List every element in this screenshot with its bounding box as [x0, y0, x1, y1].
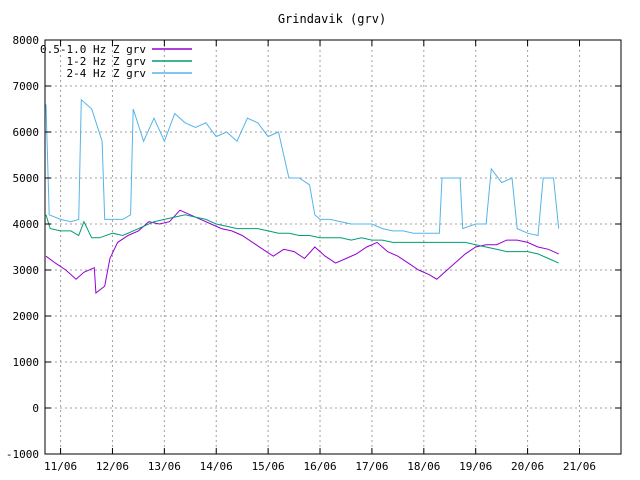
- x-tick-label: 19/06: [459, 460, 492, 473]
- tick-labels: -1000 0 1000 2000 3000 4000 5000 6000 7000 8000 11…: [6, 34, 621, 473]
- series-line-2: [45, 214, 559, 264]
- y-tick-label: 2000: [13, 310, 40, 323]
- legend-label-1: 0.5-1.0 Hz Z grv: [40, 43, 146, 56]
- x-tick-label: 17/06: [355, 460, 388, 473]
- x-tick-label: 21/06: [563, 460, 596, 473]
- y-tick-label: -1000: [6, 448, 39, 461]
- x-tick-label: 13/06: [148, 460, 181, 473]
- y-tick-label: 5000: [13, 172, 40, 185]
- x-tick-label: 20/06: [511, 460, 544, 473]
- y-tick-label: 1000: [13, 356, 40, 369]
- y-tick-label: 6000: [13, 126, 40, 139]
- y-tick-label: 3000: [13, 264, 40, 277]
- x-tick-label: 14/06: [200, 460, 233, 473]
- y-tick-label: 0: [32, 402, 39, 415]
- series-line-3: [45, 98, 560, 237]
- x-tick-label: 18/06: [407, 460, 440, 473]
- x-tick-label: 15/06: [252, 460, 285, 473]
- plot-frame: [44, 39, 622, 455]
- series-layer: [45, 98, 560, 294]
- grid: [45, 40, 621, 454]
- y-tick-label: 8000: [13, 34, 40, 47]
- y-tick-label: 7000: [13, 80, 40, 93]
- series-line-1: [45, 209, 559, 294]
- x-tick-label: 16/06: [303, 460, 336, 473]
- legend-label-2: 1-2 Hz Z grv: [67, 55, 147, 68]
- legend-label-3: 2-4 Hz Z grv: [67, 67, 147, 80]
- x-tick-label: 11/06: [44, 460, 77, 473]
- x-tick-label: 12/06: [96, 460, 129, 473]
- chart-title: Grindavik (grv): [278, 12, 386, 26]
- y-tick-label: 4000: [13, 218, 40, 231]
